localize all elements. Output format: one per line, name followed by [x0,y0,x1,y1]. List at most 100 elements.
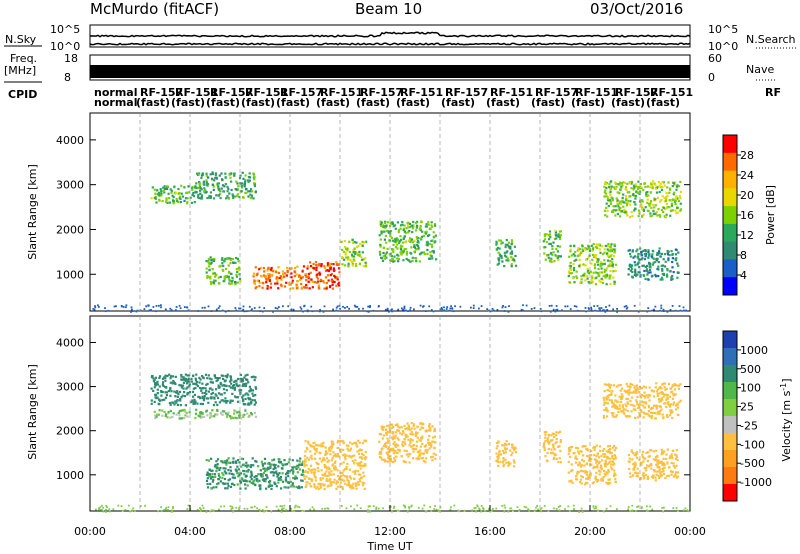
heatmap-cell [245,191,248,194]
heatmap-cell [571,481,574,484]
freq-tick-low: 8 [64,71,71,84]
heatmap-cell [507,259,510,262]
heatmap-cell [331,287,334,290]
heatmap-cell [169,388,172,391]
heatmap-cell [559,234,562,237]
heatmap-cell [670,473,673,476]
heatmap-cell [666,402,669,405]
heatmap-cell [327,474,330,477]
heatmap-cell [404,248,408,251]
heatmap-cell [650,411,653,414]
heatmap-cell [598,473,601,476]
heatmap-cell [394,246,397,249]
heatmap-cell [266,285,269,288]
heatmap-cell [648,386,651,389]
heatmap-cell [608,393,611,397]
heatmap-cell [670,470,673,473]
heatmap-cell [279,460,282,464]
heatmap-cell [546,438,549,441]
heatmap-cell [424,444,428,447]
heatmap-cell [422,460,425,463]
heatmap-cell [209,195,213,198]
heatmap-cell [165,391,168,394]
heatmap-cell [338,271,341,274]
heatmap-cell [287,475,290,478]
heatmap-cell [647,465,650,468]
heatmap-cell [501,241,504,244]
heatmap-cell [569,480,572,483]
heatmap-cell [221,472,224,475]
heatmap-cell [646,201,649,204]
heatmap-cell [226,190,229,193]
noise-cell [391,310,393,313]
noise-cell [124,306,127,309]
noise-cell [218,508,220,511]
noise-cell [100,508,103,511]
heatmap-cell [634,195,638,198]
noise-cell [683,309,685,312]
heatmap-cell [240,186,244,189]
heatmap-cell [194,377,197,380]
heatmap-cell [504,246,507,249]
heatmap-cell [510,454,513,457]
heatmap-cell [226,258,229,261]
heatmap-cell [402,241,405,244]
heatmap-cell [639,275,642,278]
heatmap-cell [649,271,652,274]
heatmap-cell [179,384,182,387]
heatmap-cell [308,287,311,290]
heatmap-cell [650,255,653,258]
heatmap-cell [618,183,621,186]
heatmap-cell [323,265,326,268]
heatmap-cell [342,461,345,464]
heatmap-cell [324,267,327,270]
heatmap-cell [402,431,405,434]
heatmap-cell [236,483,239,486]
heatmap-cell [164,379,167,382]
heatmap-cell [284,479,288,482]
heatmap-cell [169,416,172,419]
heatmap-cell [210,281,213,284]
heatmap-cell [277,465,280,468]
heatmap-cell [636,395,639,399]
heatmap-cell [259,487,262,490]
heatmap-cell [191,193,194,196]
heatmap-cell [504,442,507,445]
heatmap-cell [663,402,666,405]
heatmap-cell [621,404,624,407]
heatmap-cell [226,185,229,188]
heatmap-cell [235,469,238,472]
heatmap-cell [613,472,616,475]
heatmap-cell [614,187,618,190]
heatmap-cell [219,480,222,483]
noise-cell [263,307,266,309]
noise-cell [646,510,649,512]
heatmap-cell [642,416,645,419]
heatmap-cell [506,250,509,253]
heatmap-cell [296,471,299,474]
heatmap-cell [547,433,550,436]
heatmap-cell [664,207,667,210]
heatmap-cell [392,431,395,434]
noise-cell [428,305,431,308]
heatmap-cell [413,427,416,430]
heatmap-cell [346,258,349,261]
heatmap-cell [284,473,288,476]
heatmap-cell [238,414,241,417]
heatmap-cell [201,415,204,418]
heatmap-cell [676,384,680,387]
heatmap-cell [389,454,392,458]
heatmap-cell [180,396,183,399]
heatmap-cell [304,440,307,443]
noise-cell [478,507,480,510]
heatmap-cell [650,463,653,466]
noise-cell [662,510,664,513]
heatmap-cell [233,395,237,398]
heatmap-cell [559,449,562,453]
heatmap-cell [675,455,678,459]
heatmap-cell [498,239,501,242]
noise-cell [507,310,510,313]
heatmap-cell [678,185,681,188]
heatmap-cell [358,254,361,258]
heatmap-cell [319,486,322,489]
